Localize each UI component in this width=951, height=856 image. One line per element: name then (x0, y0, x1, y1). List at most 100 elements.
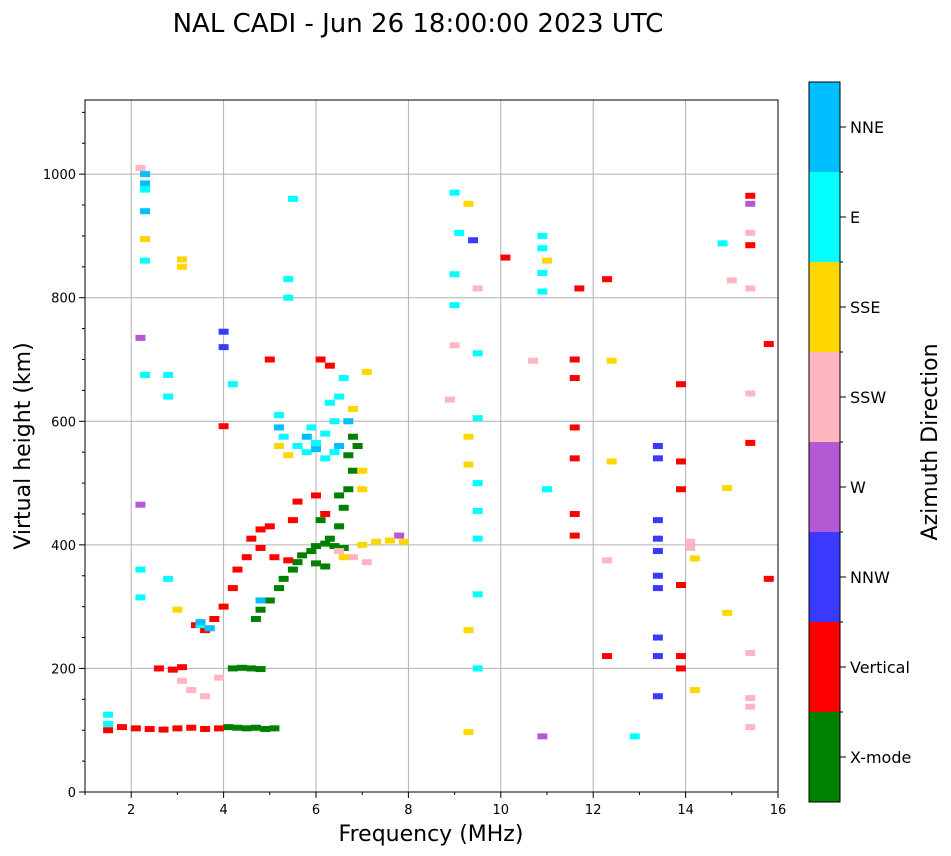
data-point (745, 390, 756, 397)
data-point (218, 328, 229, 335)
data-point (255, 526, 266, 533)
data-point (675, 486, 686, 493)
data-point (223, 724, 234, 731)
data-point (227, 665, 238, 672)
colorbar-tick-label: NNW (850, 568, 890, 587)
colorbar-swatch (809, 712, 840, 802)
data-point (569, 424, 580, 431)
y-tick-label: 200 (51, 662, 76, 677)
data-point (246, 535, 257, 542)
data-point (352, 443, 363, 449)
data-point (306, 424, 317, 431)
data-point (324, 535, 335, 542)
colorbar-tick-label: E (850, 208, 860, 227)
data-point (343, 452, 354, 459)
data-point (745, 439, 756, 446)
data-point (103, 727, 114, 734)
data-point (338, 504, 349, 511)
data-point (371, 538, 382, 545)
data-point (301, 449, 312, 456)
data-point (472, 350, 483, 357)
colorbar-tick-label: SSW (850, 388, 886, 407)
data-point (347, 467, 358, 474)
data-point (334, 443, 345, 449)
data-point (745, 695, 756, 702)
data-point (745, 192, 756, 199)
data-point (301, 433, 312, 440)
data-point (274, 424, 285, 431)
data-point (311, 560, 321, 567)
data-point (227, 381, 238, 388)
data-point (200, 693, 211, 700)
data-point (135, 334, 146, 341)
data-point (140, 186, 151, 193)
data-point (394, 532, 405, 539)
colorbar-swatch (809, 442, 840, 532)
data-point (569, 375, 580, 382)
data-point (329, 543, 340, 550)
colorbar-swatch (809, 172, 840, 262)
data-point (163, 575, 174, 582)
y-axis: 0 200 400 600 800 1000 (43, 111, 85, 801)
plot-frame (84, 99, 779, 793)
data-point (315, 356, 326, 363)
data-point (652, 455, 663, 462)
data-point (274, 585, 285, 592)
data-point (745, 229, 756, 236)
x-tick-label: 14 (677, 803, 694, 818)
data-point (320, 510, 331, 517)
data-point (213, 674, 224, 681)
series-x-mode (223, 433, 363, 732)
data-point (218, 344, 229, 351)
data-point (167, 666, 178, 673)
data-point (569, 532, 580, 539)
data-point (177, 664, 188, 671)
data-point (287, 195, 298, 202)
colorbar-tick-label: W (850, 478, 866, 497)
colorbar-swatch (809, 352, 840, 442)
data-point (255, 544, 266, 551)
data-point (722, 485, 733, 492)
data-point (140, 371, 151, 378)
data-point (237, 664, 248, 671)
data-point (537, 270, 548, 276)
data-point (140, 180, 151, 187)
data-point (324, 362, 335, 369)
x-tick-label: 4 (219, 803, 227, 818)
data-point (255, 606, 266, 613)
x-tick-label: 16 (770, 803, 787, 818)
data-point (241, 725, 252, 732)
data-point (449, 342, 460, 349)
data-point (463, 433, 474, 440)
data-point (652, 693, 663, 700)
data-point (287, 566, 298, 573)
data-point (292, 498, 303, 505)
data-point (297, 552, 308, 559)
data-point (177, 263, 188, 270)
data-point (306, 548, 317, 555)
data-point (283, 294, 294, 301)
data-point (472, 480, 483, 487)
data-point (320, 540, 331, 547)
data-point (338, 544, 349, 551)
data-point (140, 171, 151, 178)
data-point (449, 189, 460, 196)
colorbar-tick-label: NNE (850, 118, 884, 137)
series-ssw (135, 164, 756, 731)
data-point (264, 523, 275, 530)
data-point (227, 585, 238, 592)
data-point (264, 597, 275, 604)
data-point (241, 554, 252, 561)
colorbar-swatch (809, 532, 840, 622)
data-point (652, 517, 663, 524)
data-point (334, 523, 345, 530)
data-point (260, 725, 271, 732)
y-tick-label: 800 (51, 292, 76, 307)
data-point (329, 449, 340, 456)
data-point (140, 208, 151, 215)
data-point (763, 575, 774, 582)
data-point (472, 285, 483, 292)
data-point (334, 492, 345, 499)
data-point (361, 559, 372, 566)
